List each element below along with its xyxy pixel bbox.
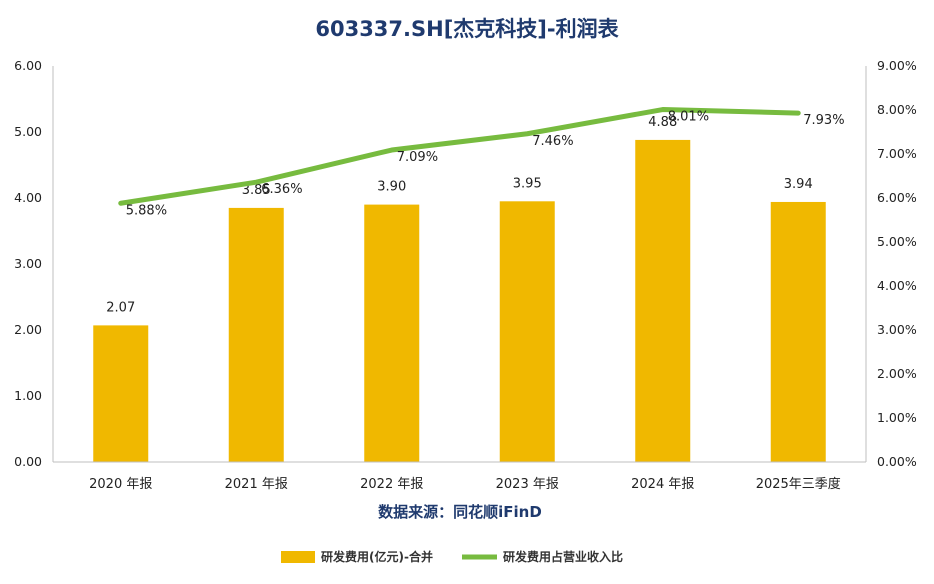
left-tick-label: 6.00 [14,58,42,73]
right-tick-label: 7.00% [877,146,917,161]
right-tick-label: 2.00% [877,366,917,381]
right-tick-label: 1.00% [877,410,917,425]
x-tick-label: 2020 年报 [89,477,152,492]
bar-value-label: 3.94 [784,177,813,192]
right-tick-label: 4.00% [877,278,917,293]
bar-value-label: 3.95 [513,176,542,191]
left-tick-label: 1.00 [14,388,42,403]
right-tick-label: 6.00% [877,190,917,205]
left-tick-label: 0.00 [14,454,42,469]
bar [770,201,826,462]
line-value-label: 5.88% [126,203,167,218]
data-source-note: 数据来源：同花顺iFinD [378,503,542,521]
line-value-label: 8.01% [668,110,709,125]
bar [93,325,149,462]
left-axis-ticks: 0.00 1.00 2.00 3.00 4.00 5.00 6.00 [14,58,42,469]
x-tick-label: 2021 年报 [225,477,288,492]
left-tick-label: 4.00 [14,190,42,205]
x-tick-label: 2023 年报 [496,477,559,492]
left-tick-label: 5.00 [14,124,42,139]
bar-data-labels: 2.07 3.85 3.90 3.95 4.88 3.94 [106,115,812,315]
right-tick-label: 5.00% [877,234,917,249]
left-tick-label: 3.00 [14,256,42,271]
left-tick-label: 2.00 [14,322,42,337]
line-value-label: 7.93% [803,113,844,128]
bar-value-label: 4.88 [648,115,677,130]
bar-value-label: 2.07 [106,300,135,315]
x-axis-ticks: 2020 年报 2021 年报 2022 年报 2023 年报 2024 年报 2025年… [89,476,841,492]
right-axis-ticks: 0.00% 1.00% 2.00% 3.00% 4.00% 5.00% 6.00% 7.00%… [877,58,917,469]
line-value-label: 6.36% [261,182,302,197]
bar-value-label: 3.85 [242,183,271,198]
bar-series [93,139,826,463]
legend-swatch-bar [281,551,315,563]
legend-label-line: 研发费用占营业收入比 [503,549,623,564]
bar [635,139,691,463]
x-tick-label: 2022 年报 [360,477,423,492]
line-series [118,107,801,206]
right-tick-label: 3.00% [877,322,917,337]
right-tick-label: 8.00% [877,102,917,117]
bar [364,204,420,462]
line-value-label: 7.09% [397,150,438,165]
bar [499,201,555,463]
right-tick-label: 0.00% [877,454,917,469]
legend-label-bar: 研发费用(亿元)-合并 [321,549,433,564]
line-data-labels: 5.88% 6.36% 7.09% 7.46% 8.01% 7.93% [126,110,845,219]
series-line [118,107,801,206]
chart-title: 603337.SH[杰克科技]-利润表 [315,17,619,41]
x-tick-label: 2025年三季度 [756,476,841,492]
line-value-label: 7.46% [532,134,573,149]
x-tick-label: 2024 年报 [631,477,694,492]
right-tick-label: 9.00% [877,58,917,73]
bar-value-label: 3.90 [377,180,406,195]
bar [228,207,284,462]
legend: 研发费用(亿元)-合并 研发费用占营业收入比 [281,549,623,564]
